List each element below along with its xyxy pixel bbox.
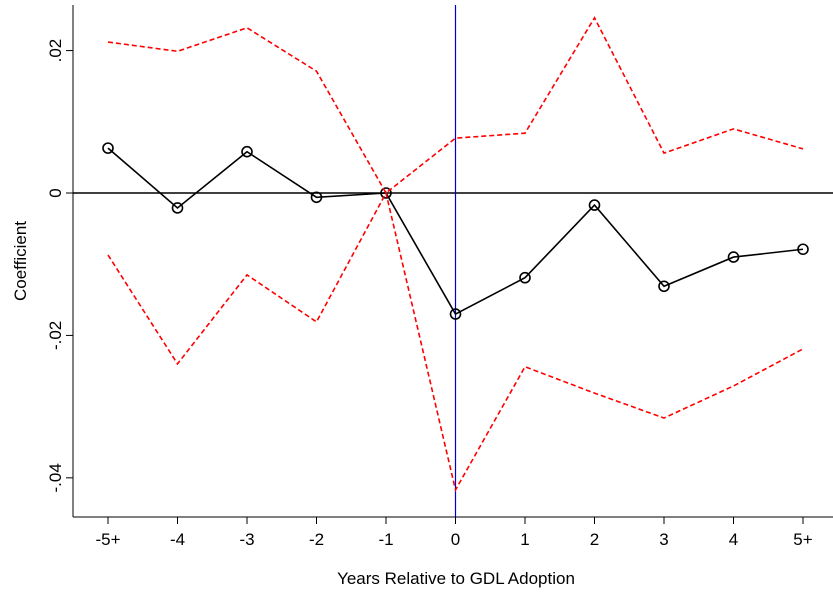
point xyxy=(380,187,392,199)
x-tick-label: 5+ xyxy=(793,530,812,549)
y-tick-label: -.04 xyxy=(46,463,65,492)
x-tick-label: 0 xyxy=(451,530,460,549)
x-tick-label: 4 xyxy=(729,530,738,549)
x-tick-label: 3 xyxy=(659,530,668,549)
x-axis-label: Years Relative to GDL Adoption xyxy=(337,569,575,588)
point xyxy=(797,243,809,256)
y-tick-label: 0 xyxy=(46,188,65,197)
point xyxy=(171,202,184,214)
point xyxy=(102,142,114,154)
x-tick-label: -5+ xyxy=(95,530,120,549)
series-line xyxy=(107,16,804,195)
point xyxy=(519,271,531,284)
x-tick-label: 1 xyxy=(520,530,529,549)
point xyxy=(588,199,601,211)
point xyxy=(449,308,462,320)
series-line xyxy=(107,190,804,493)
x-tick-label: -1 xyxy=(378,530,393,549)
y-tick-label: .02 xyxy=(46,39,65,63)
x-tick-label: -2 xyxy=(309,530,324,549)
point xyxy=(241,145,253,158)
x-tick-label: 2 xyxy=(590,530,599,549)
point xyxy=(310,191,323,204)
x-tick-label: -4 xyxy=(170,530,185,549)
point xyxy=(727,251,740,263)
y-axis-label: Coefficient xyxy=(11,221,30,301)
series-line xyxy=(107,147,804,316)
x-tick-label: -3 xyxy=(239,530,254,549)
point xyxy=(658,280,670,293)
y-tick-label: -.02 xyxy=(46,321,65,350)
